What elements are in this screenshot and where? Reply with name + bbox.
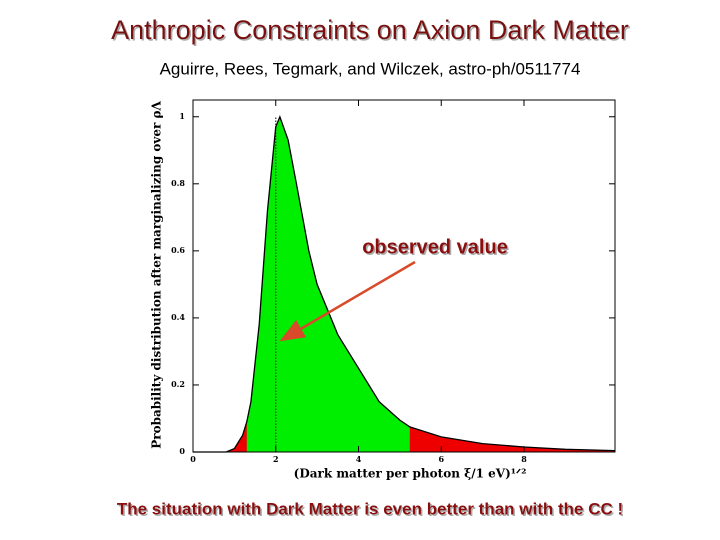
x-tick-label: 2 [273, 454, 279, 464]
slide-title: Anthropic Constraints on Axion Dark Matt… [111, 15, 629, 45]
y-tick-label: 0.2 [171, 379, 185, 389]
annotation: observed value [362, 236, 508, 258]
x-tick-label: 4 [356, 454, 362, 464]
plot: 0 2 4 6 8 0 0.2 0.4 0.6 0.8 1 [171, 99, 616, 464]
y-tick-label: 0.8 [171, 178, 185, 188]
footer: The situation with Dark Matter is even b… [117, 499, 623, 518]
subtitle: Aguirre, Rees, Tegmark, and Wilczek, ast… [160, 59, 581, 78]
curve [193, 114, 616, 453]
y-axis-label: Probability distribution after marginali… [150, 101, 164, 449]
y-tick-label: 0.6 [171, 245, 185, 255]
frame [192, 99, 616, 453]
x-tick-label: 8 [521, 454, 527, 464]
x-axis-label: (Dark matter per photon ξ/1 eV)¹ᐟ² [294, 467, 527, 481]
highlight-fill [246, 116, 410, 452]
x-tick-label: 6 [438, 454, 444, 464]
x-tick-label: 0 [190, 454, 196, 464]
y-tick-label: 0 [179, 446, 185, 456]
y-tick-label: 0.4 [171, 312, 185, 322]
annotation-arrow [279, 260, 416, 342]
y-tick-label: 1 [179, 111, 185, 121]
